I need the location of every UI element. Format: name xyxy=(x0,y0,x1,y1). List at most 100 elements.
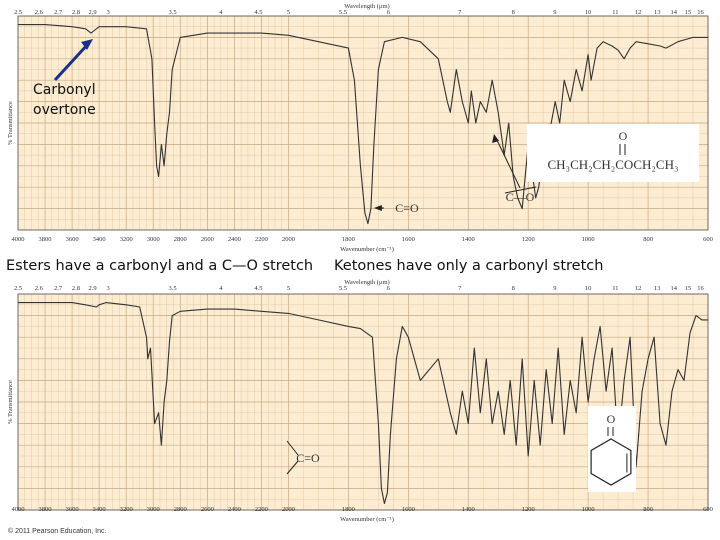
c-o-arrow-2 xyxy=(495,137,521,189)
bottom-tick-label: 3600 xyxy=(66,506,79,513)
bottom-tick-label: 3800 xyxy=(39,236,52,243)
top-tick-label: 14 xyxy=(671,285,678,292)
bottom-tick-label: 3600 xyxy=(66,236,79,243)
top-tick-label: 7 xyxy=(458,285,462,292)
ester-spectrum: 2.5 2.6 2.7 2.8 2.9 3 3.5 4 4.5 5 5.5 6 7 8 9 10 11 12 13 1… xyxy=(7,3,713,253)
c-o-arrowhead xyxy=(492,134,499,143)
ketone-co-label: C=O xyxy=(296,451,320,465)
top-tick-label: 3.5 xyxy=(168,9,176,16)
top-tick-label: 10 xyxy=(585,285,592,292)
bottom-tick-label: 2200 xyxy=(255,236,268,243)
top-tick-label: 4 xyxy=(219,9,223,16)
top-tick-label: 11 xyxy=(612,285,618,292)
co-arrowhead xyxy=(373,205,382,211)
top-tick-label: 12 xyxy=(635,285,642,292)
bottom-tick-label: 800 xyxy=(643,506,653,513)
top-tick-label: 16 xyxy=(697,285,704,292)
bottom-tick-label: 3200 xyxy=(120,506,133,513)
top-tick-label: 4.5 xyxy=(254,9,262,16)
top-tick-label: 7 xyxy=(458,9,462,16)
bottom-tick-label: 2600 xyxy=(201,236,214,243)
top-tick-label: 13 xyxy=(654,285,661,292)
top-tick-label: 15 xyxy=(685,9,692,16)
ester-structure-oxygen: O xyxy=(619,129,628,143)
top-tick-label: 5.5 xyxy=(339,285,347,292)
top-tick-label: 6 xyxy=(387,285,391,292)
ketone-co-bond-a xyxy=(286,440,299,456)
overtone-arrow xyxy=(53,42,90,82)
overtone-label-line2: overtone xyxy=(33,102,96,118)
top-tick-label: 3.5 xyxy=(168,285,176,292)
top-tick-label: 6 xyxy=(387,9,391,16)
bottom-tick-label: 1200 xyxy=(522,236,535,243)
top-tick-label: 5.5 xyxy=(339,9,347,16)
bottom-tick-label: 1200 xyxy=(522,506,535,513)
ketone-annotations: C=O O xyxy=(286,406,636,492)
plot-frame xyxy=(17,15,709,231)
bottom-tick-label: 2800 xyxy=(174,236,187,243)
bottom-tick-label: 3000 xyxy=(147,236,160,243)
top-tick-label: 15 xyxy=(685,285,692,292)
bottom-tick-label: 3200 xyxy=(120,236,133,243)
cyclohexene-ring xyxy=(590,438,632,486)
bottom-tick-label: 1800 xyxy=(342,236,355,243)
bottom-tick-label: 1000 xyxy=(582,506,595,513)
top-axis-label: Wavelength (μm) xyxy=(344,3,389,10)
bottom-tick-label: 2400 xyxy=(228,236,241,243)
top-tick-label: 4 xyxy=(219,285,223,292)
bottom-tick-label: 1600 xyxy=(402,236,415,243)
top-tick-label: 3 xyxy=(107,285,110,292)
spectrum-trace xyxy=(18,24,708,225)
bottom-tick-label: 2000 xyxy=(282,506,295,513)
top-tick-label: 2.7 xyxy=(54,285,63,292)
copyright-text: © 2011 Pearson Education, Inc. xyxy=(8,528,107,535)
ester-structure-formula: CH₃CH₂CH₂COCH₂CH₃ xyxy=(547,157,678,172)
top-tick-label: 2.9 xyxy=(89,9,97,16)
co-label: C=O xyxy=(395,201,419,215)
ketone-caption: Ketones have only a carbonyl stretch xyxy=(334,258,604,274)
bottom-tick-label: 2000 xyxy=(282,236,295,243)
ester-structure-box xyxy=(527,124,699,182)
top-tick-label: 10 xyxy=(585,9,592,16)
bottom-tick-label: 3800 xyxy=(39,506,52,513)
bottom-tick-label: 1800 xyxy=(342,506,355,513)
c-o-label: C—O xyxy=(506,190,535,204)
plot-frame xyxy=(17,293,709,511)
y-axis-label: % Transmittance xyxy=(7,380,14,424)
top-tick-label: 9 xyxy=(553,285,556,292)
top-tick-label: 3 xyxy=(107,9,110,16)
top-tick-label: 14 xyxy=(671,9,678,16)
c-o-arrow xyxy=(504,186,537,194)
top-tick-label: 8 xyxy=(512,285,515,292)
bottom-tick-label: 4000 xyxy=(12,236,25,243)
bottom-tick-label: 600 xyxy=(703,506,713,513)
bottom-tick-label: 2800 xyxy=(174,506,187,513)
bottom-axis-label: Wavenumber (cm⁻¹) xyxy=(340,246,394,253)
top-tick-label: 2.7 xyxy=(54,9,63,16)
overtone-arrowhead xyxy=(81,39,94,50)
overtone-label: Carbonyl overtone xyxy=(33,80,96,120)
top-axis-label: Wavelength (μm) xyxy=(344,279,389,286)
bottom-tick-label: 2400 xyxy=(228,506,241,513)
top-tick-label: 2.5 xyxy=(14,285,22,292)
y-axis-label: % Transmittance xyxy=(7,101,14,145)
bottom-tick-label: 1600 xyxy=(402,506,415,513)
top-tick-label: 2.6 xyxy=(35,9,44,16)
ketone-structure-oxygen: O xyxy=(607,412,616,426)
ketone-co-bond-b xyxy=(286,460,299,475)
ester-annotations: C=O C—O O CH₃CH₂CH₂COCH₂CH₃ xyxy=(53,39,699,215)
bottom-tick-label: 1000 xyxy=(582,236,595,243)
top-tick-label: 12 xyxy=(635,9,642,16)
bottom-tick-label: 600 xyxy=(703,236,713,243)
bottom-tick-label: 3000 xyxy=(147,506,160,513)
bottom-tick-label: 1400 xyxy=(462,506,475,513)
top-tick-label: 5 xyxy=(287,9,290,16)
bottom-tick-label: 800 xyxy=(643,236,653,243)
top-tick-label: 8 xyxy=(512,9,515,16)
top-tick-label: 2.8 xyxy=(72,285,80,292)
top-tick-label: 16 xyxy=(697,9,704,16)
top-tick-label: 4.5 xyxy=(254,285,262,292)
top-tick-label: 2.5 xyxy=(14,9,22,16)
top-tick-label: 11 xyxy=(612,9,618,16)
